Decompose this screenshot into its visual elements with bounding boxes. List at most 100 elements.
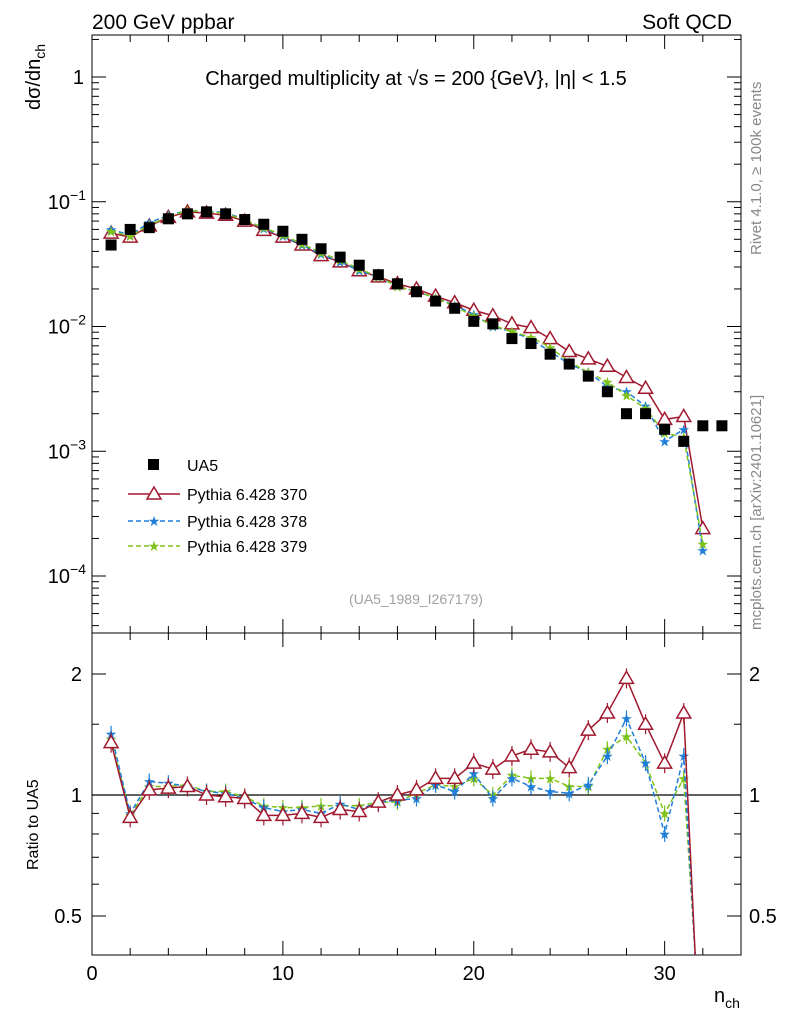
main-y-tick-label: 10−1 — [48, 187, 86, 214]
ratio-point-370 — [140, 781, 158, 796]
ratio-point-370 — [656, 754, 673, 769]
ratio-point-370 — [293, 804, 311, 820]
legend-label-378: Pythia 6.428 378 — [187, 514, 307, 531]
main-point-ua5 — [716, 420, 728, 432]
ratio-point-378: ★ — [487, 791, 500, 807]
main-point-378: ★ — [658, 433, 671, 449]
ratio-point-370 — [579, 721, 597, 736]
main-point-ua5 — [601, 386, 613, 398]
main-point-ua5 — [239, 214, 251, 226]
main-point-ua5 — [353, 259, 365, 271]
main-point-ua5 — [258, 218, 270, 230]
x-tick-label: 0 — [86, 963, 97, 985]
ratio-point-370 — [560, 759, 578, 774]
main-y-tick-label-exp: −1 — [70, 187, 86, 203]
main-point-ua5 — [449, 302, 461, 314]
main-point-379: ★ — [105, 223, 118, 239]
main-point-ua5 — [468, 315, 480, 327]
main-point-378: ★ — [620, 384, 633, 400]
ratio-point-370 — [350, 802, 368, 818]
main-point-370 — [541, 330, 559, 345]
main-point-ua5 — [659, 423, 671, 435]
main-point-ua5 — [315, 243, 327, 255]
ratio-point-378: ★ — [620, 710, 633, 726]
main-point-379: ★ — [620, 387, 633, 403]
ratio-y-tick-label: 0.5 — [54, 906, 82, 928]
legend-label-370: Pythia 6.428 370 — [187, 487, 307, 504]
main-point-370 — [675, 407, 693, 423]
main-point-379: ★ — [697, 536, 710, 552]
main-y-tick-label-base: 10 — [48, 566, 70, 588]
main-point-ua5 — [124, 223, 136, 235]
main-point-370 — [579, 350, 597, 365]
main-point-ua5 — [620, 408, 632, 420]
ratio-point-378: ★ — [506, 770, 519, 786]
main-point-ua5 — [640, 408, 652, 420]
main-point-370 — [599, 357, 616, 373]
ratio-point-370 — [503, 747, 521, 762]
ratio-point-370 — [675, 704, 693, 719]
ratio-point-370 — [465, 754, 483, 769]
main-point-ua5 — [487, 318, 499, 330]
main-point-ua5 — [544, 348, 556, 360]
ratio-point-370 — [599, 704, 616, 719]
ratio-point-378: ★ — [639, 755, 652, 771]
main-point-ua5 — [506, 333, 518, 345]
ratio-point-379: ★ — [620, 728, 633, 744]
main-y-axis-label-sub: ch — [32, 44, 48, 59]
ratio-point-378: ★ — [658, 826, 671, 842]
ratio-line-379 — [110, 735, 696, 956]
ratio-point-370 — [618, 669, 635, 685]
ratio-y-tick-label: 1 — [71, 785, 82, 807]
ratio-point-370 — [274, 806, 292, 822]
main-point-ua5 — [582, 370, 594, 382]
main-y-axis-label-main: dσ/dn — [23, 59, 45, 110]
main-point-ua5 — [411, 286, 422, 298]
legend-marker-379: ★ — [148, 538, 161, 554]
main-y-tick-label-base: 10 — [48, 317, 70, 339]
main-point-ua5 — [678, 435, 690, 447]
ratio-point-370 — [198, 786, 215, 801]
ratio-point-370 — [541, 743, 559, 758]
ratio-point-370 — [179, 777, 196, 793]
x-tick-label: 10 — [272, 963, 294, 985]
analysis-watermark: (UA5_1989_I267179) — [349, 591, 483, 607]
header-right-label: Soft QCD — [642, 11, 732, 34]
main-y-axis-label: dσ/dnch — [23, 44, 48, 110]
ratio-point-378: ★ — [544, 784, 557, 800]
x-tick-label: 20 — [463, 963, 485, 985]
main-y-tick-label: 10−2 — [48, 312, 86, 339]
rivet-label: Rivet 4.1.0, ≥ 100k events — [748, 82, 765, 255]
main-y-tick-label-base: 10 — [48, 441, 70, 463]
main-y-tick-label-base: 10 — [48, 192, 70, 214]
main-series-ua5 — [105, 206, 728, 447]
main-y-tick-label-exp: −4 — [70, 561, 86, 577]
legend-item-ua5: UA5 — [148, 458, 218, 475]
ratio-line-378 — [110, 716, 696, 956]
main-y-tick-label-exp: −2 — [70, 312, 86, 328]
main-point-370 — [503, 315, 521, 330]
ratio-y-tick-label: 2 — [71, 664, 82, 686]
main-point-378: ★ — [105, 221, 118, 237]
main-point-379: ★ — [601, 374, 614, 390]
ratio-point-370 — [121, 808, 139, 824]
main-point-ua5 — [525, 338, 537, 350]
ratio-point-379: ★ — [544, 770, 557, 786]
ratio-point-370 — [217, 788, 234, 803]
legend-label-ua5: UA5 — [187, 458, 218, 475]
main-point-370 — [618, 369, 635, 384]
ratio-point-370 — [370, 793, 387, 808]
main-point-378: ★ — [697, 543, 710, 559]
header-left-label: 200 GeV ppbar — [92, 11, 234, 34]
main-axis-ticks: 110−110−210−310−4 — [48, 35, 742, 633]
ratio-point-370 — [331, 801, 349, 816]
main-point-ua5 — [563, 358, 575, 370]
main-point-ua5 — [391, 278, 403, 290]
ratio-y-tick-label-right: 1 — [749, 785, 760, 807]
main-point-ua5 — [372, 269, 384, 281]
main-point-ua5 — [162, 213, 174, 225]
main-point-ua5 — [430, 295, 442, 307]
main-point-ua5 — [697, 420, 709, 432]
ratio-y-axis-label: Ratio to UA5 — [25, 779, 42, 870]
ratio-plot-area: ★★★★★★★★★★★★★★★★★★★★★★★★★★★★★★★★★★★★★★★★… — [102, 668, 696, 956]
